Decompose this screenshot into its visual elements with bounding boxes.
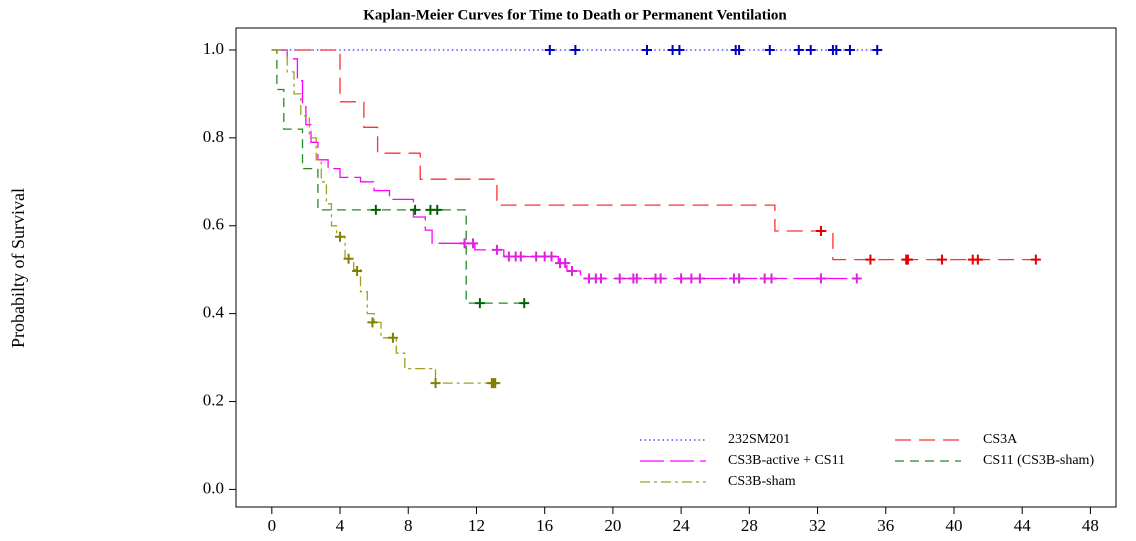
x-tick-label: 40 (945, 516, 962, 535)
x-tick-label: 0 (268, 516, 277, 535)
censor-mark (546, 251, 557, 262)
censor-mark (410, 204, 421, 215)
x-tick-label: 8 (404, 516, 413, 535)
censor-mark (805, 44, 816, 55)
x-tick-label: 4 (336, 516, 345, 535)
y-tick-label: 1.0 (203, 39, 224, 58)
censor-mark (515, 251, 526, 262)
censor-mark (468, 238, 479, 249)
censor-mark (614, 273, 625, 284)
x-tick-label: 36 (877, 516, 894, 535)
x-tick-label: 28 (741, 516, 758, 535)
censor-mark (519, 298, 530, 309)
legend-label: CS11 (CS3B-sham) (983, 453, 1094, 468)
censor-mark (655, 273, 666, 284)
censor-mark (686, 273, 697, 284)
censor-mark (560, 258, 571, 269)
y-tick-label: 0.2 (203, 390, 224, 409)
censor-mark (430, 378, 441, 389)
x-tick-label: 12 (468, 516, 485, 535)
censor-mark (766, 273, 777, 284)
censor-mark (844, 44, 855, 55)
censor-mark (676, 273, 687, 284)
y-tick-label: 0.4 (203, 303, 225, 322)
censor-mark (972, 254, 983, 265)
censor-mark (674, 44, 685, 55)
legend-label: CS3A (983, 432, 1018, 447)
y-axis-label: Probabilty of Survival (8, 188, 28, 348)
censor-mark (566, 266, 577, 277)
censor-mark (343, 253, 354, 264)
x-tick-label: 44 (1014, 516, 1032, 535)
censor-mark (490, 378, 501, 389)
censor-mark (491, 244, 502, 255)
censor-mark (694, 273, 705, 284)
censor-mark (387, 332, 398, 343)
censor-mark (865, 254, 876, 265)
censor-mark (734, 44, 745, 55)
censor-mark (570, 44, 581, 55)
survival-curve (271, 49, 859, 280)
x-tick-label: 16 (536, 516, 553, 535)
censor-mark (902, 254, 913, 265)
legend: 232SM201 CS3A CS3B-active + CS11 CS11 (CS3B… (640, 432, 1094, 489)
censor-mark (815, 226, 826, 237)
censor-mark (531, 251, 542, 262)
y-tick-label: 0.0 (203, 478, 224, 497)
censor-mark (544, 44, 555, 55)
survival-curve (271, 49, 525, 304)
censor-mark (831, 44, 842, 55)
censor-mark (764, 44, 775, 55)
censor-mark (352, 266, 363, 277)
censor-mark (734, 273, 745, 284)
y-tick-label: 0.8 (203, 127, 224, 146)
x-tick-label: 24 (673, 516, 691, 535)
censor-mark (335, 231, 346, 242)
censor-mark (459, 238, 470, 249)
censor-mark (642, 44, 653, 55)
censor-mark (631, 273, 642, 284)
survival-curve (271, 49, 1040, 261)
censor-mark (937, 254, 948, 265)
censor-mark (872, 44, 883, 55)
censor-mark (595, 273, 606, 284)
x-tick-label: 20 (604, 516, 621, 535)
censor-mark (815, 273, 826, 284)
x-tick-label: 32 (809, 516, 826, 535)
legend-label: CS3B-active + CS11 (728, 453, 845, 468)
chart-title: Kaplan-Meier Curves for Time to Death or… (363, 7, 787, 23)
plot-frame (235, 27, 1117, 508)
legend-label: 232SM201 (728, 432, 790, 447)
legend-label: CS3B-sham (728, 474, 796, 489)
censor-mark (474, 298, 485, 309)
x-tick-label: 48 (1082, 516, 1099, 535)
censor-mark (1030, 254, 1041, 265)
censor-mark (370, 204, 381, 215)
y-tick-label: 0.6 (203, 215, 224, 234)
censor-mark (851, 273, 862, 284)
survival-curve (271, 49, 497, 384)
censor-mark (432, 204, 443, 215)
censor-mark (367, 317, 378, 328)
censor-mark (793, 44, 804, 55)
